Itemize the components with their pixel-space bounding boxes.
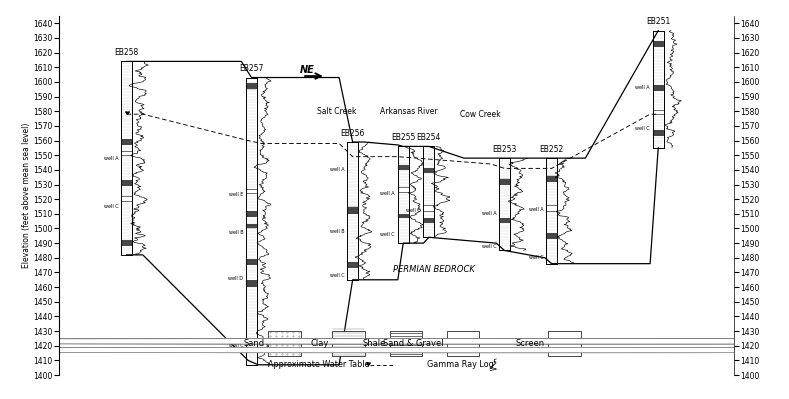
Circle shape bbox=[0, 348, 789, 353]
Text: well C: well C bbox=[529, 255, 544, 260]
Bar bbox=[653, 110, 664, 114]
Bar bbox=[424, 205, 434, 211]
Text: EB258: EB258 bbox=[114, 48, 139, 57]
Bar bbox=[499, 218, 510, 223]
Bar bbox=[332, 331, 365, 356]
Bar bbox=[546, 205, 557, 211]
Bar bbox=[122, 61, 132, 255]
Circle shape bbox=[0, 339, 789, 344]
Text: well A: well A bbox=[330, 167, 345, 172]
Text: EB255: EB255 bbox=[391, 133, 415, 142]
Bar bbox=[390, 331, 422, 356]
Circle shape bbox=[0, 348, 789, 353]
Text: well A: well A bbox=[482, 211, 496, 216]
Bar bbox=[424, 218, 434, 223]
Bar bbox=[347, 207, 358, 214]
Bar bbox=[246, 189, 257, 193]
Text: Screen: Screen bbox=[516, 339, 545, 348]
Bar bbox=[347, 262, 358, 268]
Bar bbox=[398, 214, 409, 218]
Bar bbox=[653, 85, 664, 91]
Text: well A: well A bbox=[635, 85, 650, 90]
Bar bbox=[499, 179, 510, 184]
Bar bbox=[424, 146, 434, 237]
Bar bbox=[398, 188, 409, 192]
Bar bbox=[546, 158, 557, 264]
Text: Salt Creek: Salt Creek bbox=[317, 107, 357, 116]
Circle shape bbox=[0, 339, 789, 344]
Bar bbox=[122, 196, 132, 201]
Text: EB253: EB253 bbox=[492, 145, 517, 154]
Bar bbox=[546, 158, 557, 264]
Text: EB254: EB254 bbox=[417, 133, 441, 142]
Bar bbox=[122, 61, 132, 255]
Text: well B: well B bbox=[229, 230, 243, 235]
Bar bbox=[246, 259, 257, 265]
Text: NE: NE bbox=[300, 65, 315, 75]
Text: well C: well C bbox=[482, 243, 496, 249]
Circle shape bbox=[0, 339, 789, 344]
Bar bbox=[246, 77, 257, 365]
Text: EB251: EB251 bbox=[646, 17, 671, 26]
Text: well C: well C bbox=[330, 273, 345, 278]
Bar bbox=[499, 158, 510, 251]
Text: well D: well D bbox=[228, 276, 243, 281]
Text: Approximate Water Table: Approximate Water Table bbox=[268, 360, 370, 369]
Text: well C: well C bbox=[104, 204, 118, 209]
Text: Arkansas River: Arkansas River bbox=[380, 107, 437, 116]
Bar bbox=[347, 142, 358, 280]
Text: well B: well B bbox=[330, 229, 345, 234]
Circle shape bbox=[0, 348, 789, 353]
Text: well A: well A bbox=[380, 191, 395, 196]
Bar bbox=[246, 280, 257, 287]
Bar bbox=[653, 130, 664, 136]
Text: well C: well C bbox=[380, 232, 395, 237]
Text: Sand & Gravel: Sand & Gravel bbox=[383, 339, 443, 348]
Text: Gamma Ray Log: Gamma Ray Log bbox=[427, 360, 494, 369]
Bar bbox=[246, 77, 257, 365]
Bar bbox=[653, 31, 664, 148]
Bar bbox=[398, 166, 409, 170]
Text: well E: well E bbox=[229, 192, 243, 197]
Text: well A: well A bbox=[529, 207, 544, 212]
Bar bbox=[122, 139, 132, 145]
Text: EB257: EB257 bbox=[239, 64, 264, 73]
Bar bbox=[122, 240, 132, 246]
Bar bbox=[424, 146, 434, 237]
Bar bbox=[499, 158, 510, 251]
Bar bbox=[653, 31, 664, 148]
Bar bbox=[546, 176, 557, 182]
Bar bbox=[246, 83, 257, 89]
Text: Sand: Sand bbox=[244, 339, 265, 348]
Bar bbox=[347, 142, 358, 280]
Bar bbox=[546, 233, 557, 239]
Circle shape bbox=[0, 339, 789, 344]
Bar bbox=[548, 331, 581, 356]
Text: EB256: EB256 bbox=[340, 128, 365, 138]
Bar bbox=[268, 331, 301, 356]
Bar bbox=[246, 224, 257, 229]
Text: Cow Creek: Cow Creek bbox=[461, 110, 501, 119]
Bar bbox=[246, 211, 257, 217]
Bar bbox=[398, 146, 409, 243]
Bar bbox=[398, 146, 409, 243]
Circle shape bbox=[0, 348, 789, 353]
Text: well C: well C bbox=[229, 343, 243, 348]
Bar bbox=[653, 41, 664, 47]
Text: PERMIAN BEDROCK: PERMIAN BEDROCK bbox=[393, 265, 474, 274]
Bar bbox=[122, 151, 132, 155]
Bar bbox=[122, 180, 132, 186]
Text: well C: well C bbox=[635, 126, 650, 131]
Bar bbox=[424, 168, 434, 173]
Text: Clay: Clay bbox=[311, 339, 329, 348]
Text: well A: well A bbox=[104, 156, 118, 161]
Y-axis label: Elevation (feet above mean sea level): Elevation (feet above mean sea level) bbox=[22, 123, 31, 268]
Text: well C: well C bbox=[406, 208, 421, 213]
Text: EB252: EB252 bbox=[540, 145, 564, 154]
Text: Shale: Shale bbox=[363, 339, 387, 348]
Bar bbox=[447, 331, 480, 356]
